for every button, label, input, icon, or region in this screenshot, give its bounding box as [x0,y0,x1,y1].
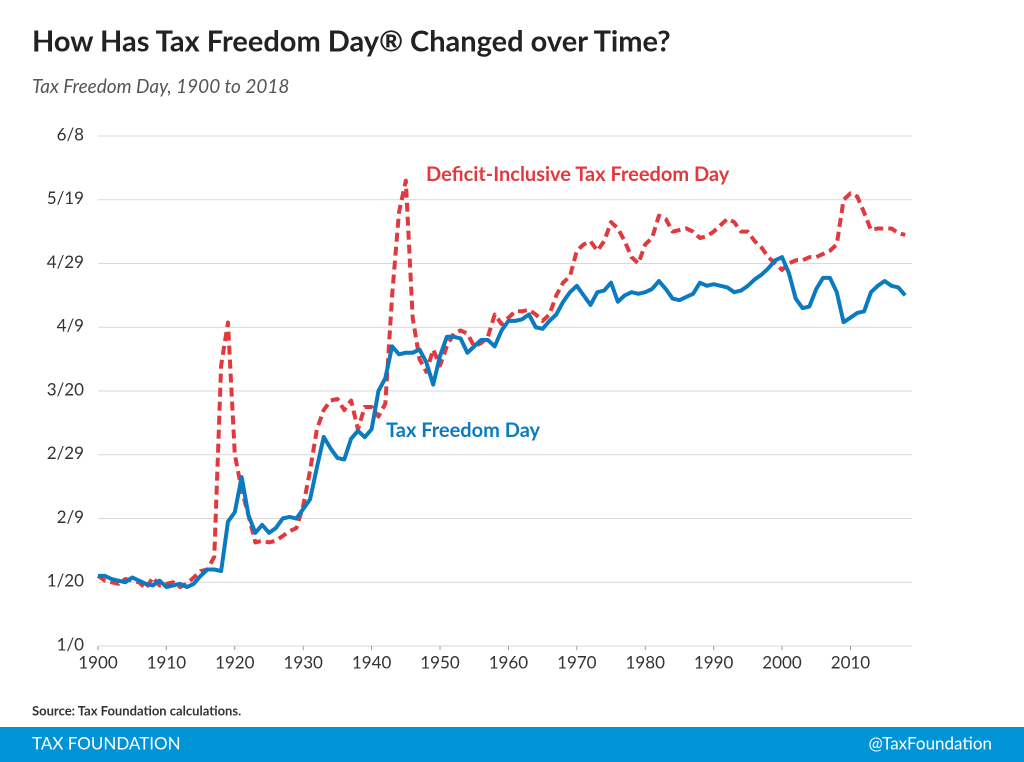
y-tick-label: 4/9 [57,315,84,336]
y-tick-label: 2/9 [57,506,84,527]
source-note: Source: Tax Foundation calculations. [32,702,241,718]
series-line [98,255,907,590]
footer-brand: TAX FOUNDATION [32,732,181,753]
x-tick-label: 1970 [557,651,597,672]
x-tick-label: 1920 [215,651,255,672]
x-tick-label: 1900 [78,651,118,672]
y-tick-label: 2/29 [47,442,84,463]
x-tick-label: 1950 [420,651,460,672]
footer-handle: @TaxFoundation [868,732,992,753]
y-tick-label: 4/29 [47,251,84,272]
chart-title: How Has Tax Freedom Day® Changed over Ti… [32,23,671,58]
y-tick-label: 3/20 [47,378,84,399]
y-tick-label: 6/8 [57,123,85,144]
footer-bar [0,727,1024,762]
series-line [96,178,906,591]
x-tick-label: 1910 [147,651,187,672]
annotation: Deficit-Inclusive Tax Freedom Day [426,162,730,186]
annotation: Tax Freedom Day [386,418,541,442]
x-tick-label: 1980 [626,651,666,672]
x-tick-label: 2010 [831,651,871,672]
x-tick-label: 1960 [489,651,529,672]
x-tick-label: 1940 [352,651,392,672]
chart-subtitle: Tax Freedom Day, 1900 to 2018 [32,75,289,98]
x-tick-label: 2000 [762,651,802,672]
x-tick-label: 1930 [283,651,323,672]
y-tick-label: 5/19 [47,187,84,208]
x-tick-label: 1990 [694,651,734,672]
y-tick-label: 1/20 [47,570,84,591]
plot-area: 1/0 1/20 2/9 2/29 3/20 4/9 4/29 5/19 6/8 1900 1910… [47,123,912,672]
y-tick-label: 1/0 [57,633,85,654]
